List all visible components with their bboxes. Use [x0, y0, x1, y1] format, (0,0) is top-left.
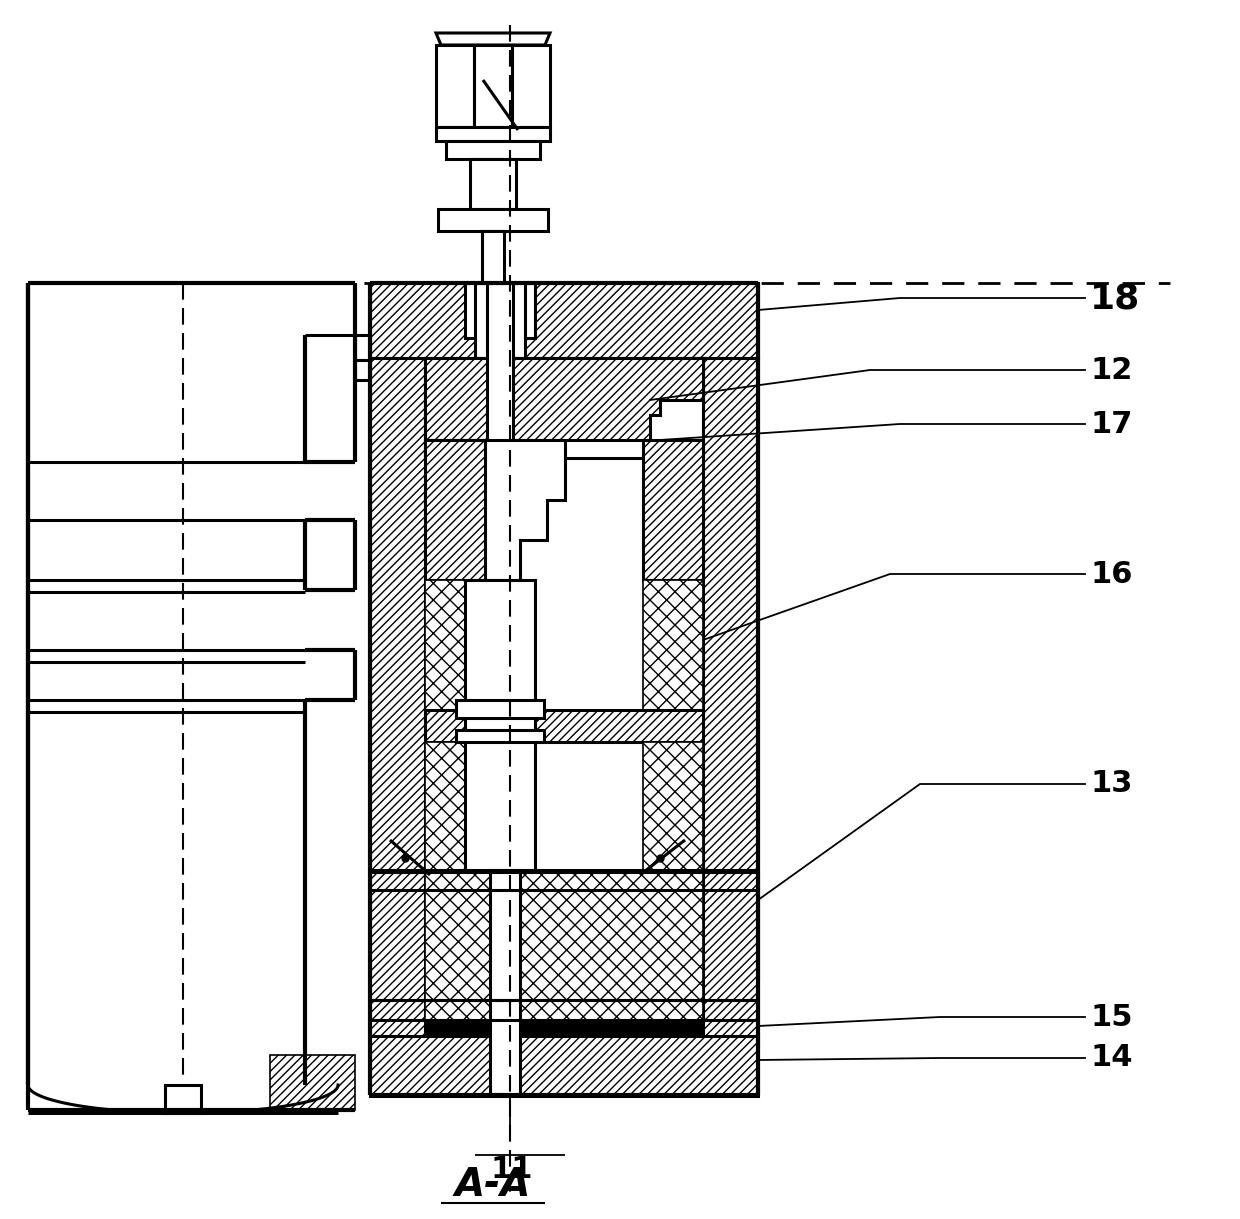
Text: A-A: A-A	[455, 1167, 531, 1204]
Bar	[644, 742, 703, 872]
Bar	[470, 158, 516, 208]
Text: 12: 12	[1090, 356, 1132, 384]
Bar	[355, 360, 370, 380]
Bar	[465, 580, 534, 872]
Bar	[370, 283, 758, 358]
Bar	[456, 730, 544, 742]
Bar	[487, 283, 513, 458]
Bar	[425, 709, 703, 742]
Bar	[425, 742, 485, 872]
Bar	[425, 440, 485, 580]
Bar	[425, 580, 485, 709]
Polygon shape	[436, 33, 551, 45]
Bar	[644, 440, 703, 580]
Bar	[436, 45, 474, 127]
Bar	[644, 580, 703, 709]
Polygon shape	[490, 350, 510, 390]
Text: 13: 13	[1090, 769, 1132, 798]
Bar	[370, 358, 425, 978]
Text: 16: 16	[1090, 560, 1132, 589]
Bar	[425, 1022, 703, 1036]
Bar	[355, 335, 370, 360]
Bar	[703, 358, 758, 978]
Bar	[512, 45, 551, 127]
Bar	[490, 870, 520, 1095]
Text: 14: 14	[1090, 1043, 1132, 1073]
Bar	[482, 230, 503, 283]
Polygon shape	[425, 358, 703, 440]
Bar	[370, 872, 425, 1047]
Bar	[475, 283, 525, 358]
Bar	[446, 141, 539, 158]
Bar	[465, 283, 534, 338]
Bar	[474, 45, 512, 127]
Bar	[370, 1036, 758, 1096]
Bar	[456, 700, 544, 718]
Bar	[425, 358, 703, 458]
Text: 18: 18	[1090, 282, 1141, 315]
Bar	[425, 872, 703, 1042]
Bar	[438, 208, 548, 230]
Bar	[703, 872, 758, 1047]
Polygon shape	[435, 440, 565, 580]
Text: 17: 17	[1090, 410, 1132, 439]
Text: 15: 15	[1090, 1002, 1132, 1031]
Bar	[270, 1054, 355, 1111]
Text: 11: 11	[490, 1156, 532, 1185]
Bar	[165, 1085, 201, 1113]
Bar	[436, 127, 551, 141]
